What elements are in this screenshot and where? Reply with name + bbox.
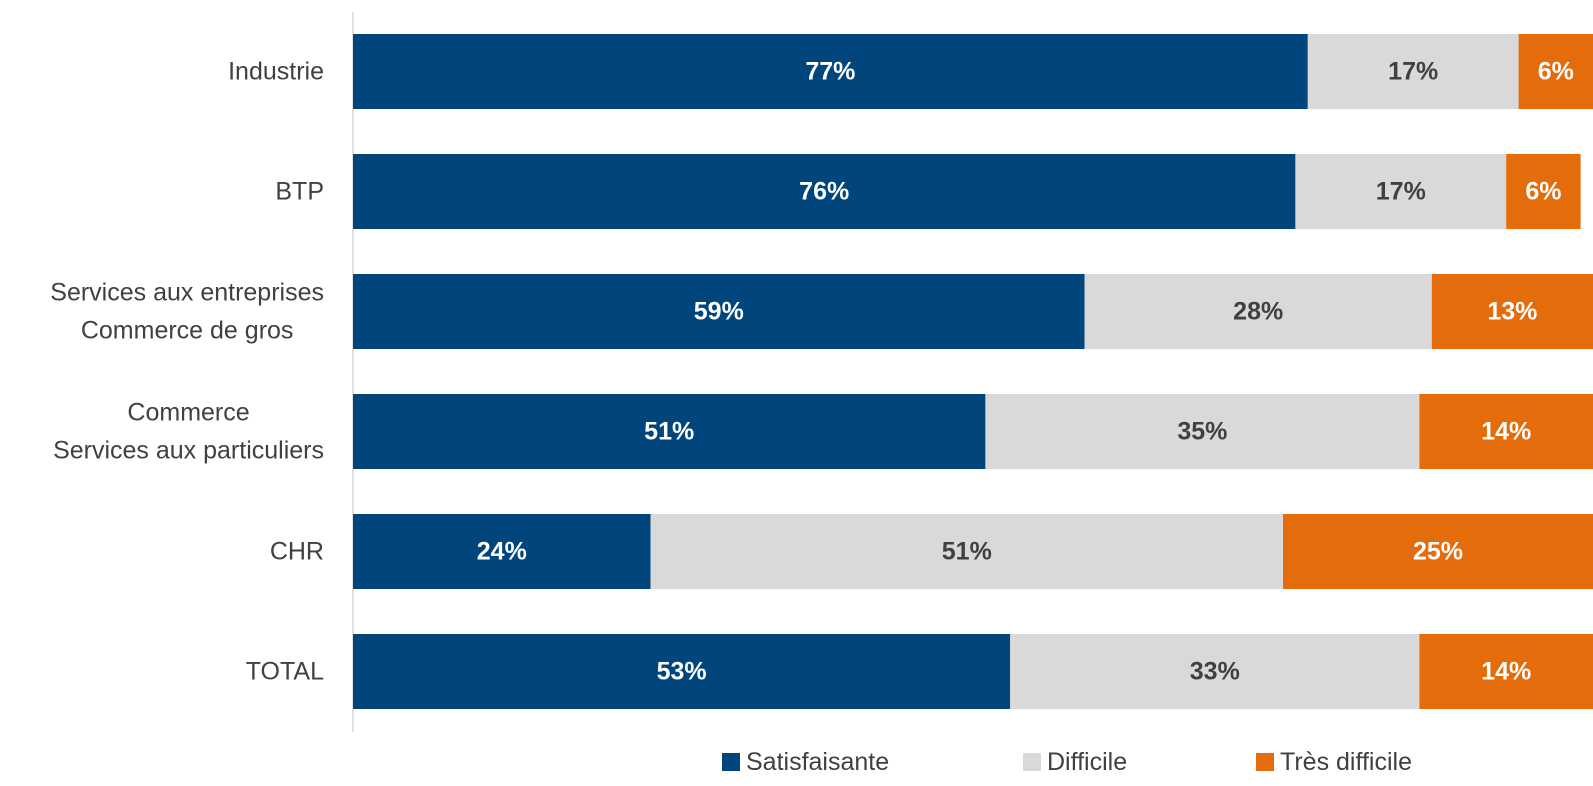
category-label-btp: BTP [275,178,324,206]
data-label-tres-difficile-total: 14% [1481,658,1531,686]
legend-swatch-satisfaisante [722,753,740,771]
category-label-industrie: Industrie [228,58,324,86]
bar-difficile-total [1010,634,1420,709]
bar-difficile-commerce-services-aux-particuliers [985,394,1420,469]
bar-tres-difficile-industrie [1518,34,1593,109]
bar-difficile-chr [650,514,1283,589]
data-label-tres-difficile-services-aux-entreprises-commerce-de-gros: 13% [1487,298,1537,326]
legend-swatch-tres-difficile [1256,753,1274,771]
data-label-tres-difficile-chr: 25% [1413,538,1463,566]
data-label-tres-difficile-industrie: 6% [1538,58,1574,86]
bar-tres-difficile-btp [1506,154,1581,229]
bar-difficile-btp [1295,154,1507,229]
data-label-satisfaisante-total: 53% [657,658,707,686]
bar-tres-difficile-services-aux-entreprises-commerce-de-gros [1431,274,1593,349]
legend-item-tres-difficile: Très difficile [1256,748,1412,776]
bar-tres-difficile-chr [1283,514,1593,589]
data-label-satisfaisante-commerce-services-aux-particuliers: 51% [644,418,694,446]
category-label-services-aux-entreprises-commerce-de-gros: Services aux entreprises [50,279,324,307]
legend-label-satisfaisante: Satisfaisante [746,748,889,776]
data-label-tres-difficile-btp: 6% [1525,178,1561,206]
bars-group: 77% 17% 6% 76% 17% 6% 59% 28% 13% 51% 35% 14% 24% 51%… [353,34,1593,709]
data-label-satisfaisante-industrie: 77% [805,58,855,86]
data-label-difficile-industrie: 17% [1388,58,1438,86]
category-label-services-aux-entreprises-commerce-de-gros: Commerce de gros [81,317,294,345]
bar-difficile-industrie [1307,34,1519,109]
legend-swatch-difficile [1023,753,1041,771]
data-label-satisfaisante-chr: 24% [477,538,527,566]
bar-satisfaisante-services-aux-entreprises-commerce-de-gros [353,274,1085,349]
bar-satisfaisante-commerce-services-aux-particuliers [353,394,986,469]
bar-satisfaisante-industrie [353,34,1308,109]
bar-tres-difficile-commerce-services-aux-particuliers [1419,394,1593,469]
bar-satisfaisante-chr [353,514,651,589]
legend-item-difficile: Difficile [1023,748,1127,776]
data-label-difficile-total: 33% [1190,658,1240,686]
legend: Satisfaisante Difficile Très difficile [722,748,1412,776]
legend-label-difficile: Difficile [1047,748,1127,776]
data-label-difficile-btp: 17% [1376,178,1426,206]
data-label-satisfaisante-services-aux-entreprises-commerce-de-gros: 59% [694,298,744,326]
legend-label-tres-difficile: Très difficile [1280,748,1412,776]
data-label-difficile-chr: 51% [942,538,992,566]
bar-satisfaisante-total [353,634,1011,709]
category-label-total: TOTAL [246,658,324,686]
data-label-difficile-services-aux-entreprises-commerce-de-gros: 28% [1233,298,1283,326]
data-label-difficile-commerce-services-aux-particuliers: 35% [1177,418,1227,446]
bar-tres-difficile-total [1419,634,1593,709]
category-labels-group: Industrie BTP Services aux entreprises Comm… [50,58,324,686]
category-label-commerce-services-aux-particuliers: Services aux particuliers [53,437,324,465]
data-label-satisfaisante-btp: 76% [799,178,849,206]
category-label-commerce-services-aux-particuliers: Commerce [127,399,249,427]
bar-difficile-services-aux-entreprises-commerce-de-gros [1084,274,1432,349]
bar-satisfaisante-btp [353,154,1296,229]
legend-item-satisfaisante: Satisfaisante [722,748,889,776]
data-label-tres-difficile-commerce-services-aux-particuliers: 14% [1481,418,1531,446]
category-label-chr: CHR [270,538,324,566]
